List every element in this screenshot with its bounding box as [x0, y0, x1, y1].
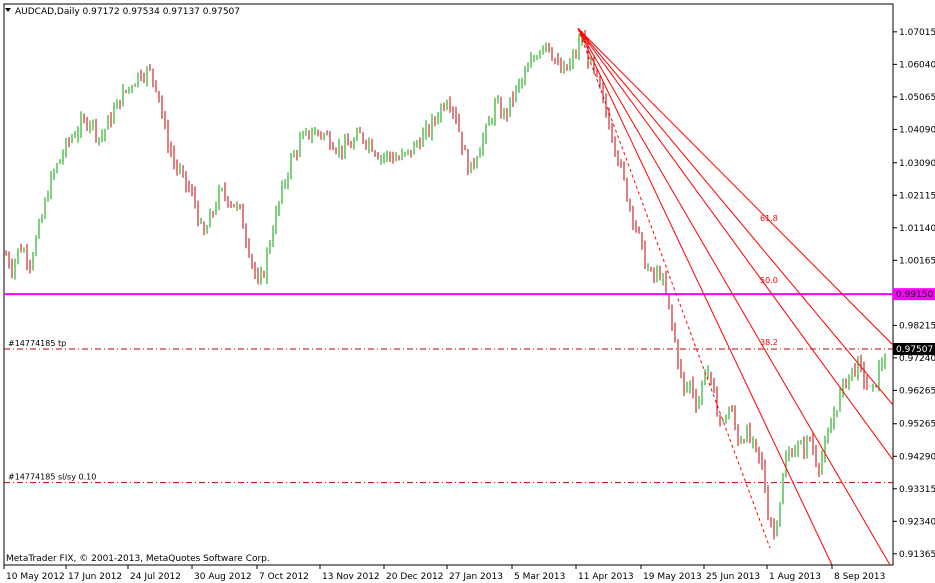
x-tick-label: 10 May 2012	[6, 572, 65, 582]
fan-line-3[interactable]	[577, 28, 894, 461]
stop-loss-label: #14774185 sl/sy 0.10	[8, 473, 96, 482]
x-tick-label: 1 Aug 2013	[769, 572, 821, 582]
y-tick-label: 1.00165	[899, 256, 935, 266]
y-tick-label: 0.94290	[899, 452, 935, 462]
fib-level-label: 38.2	[760, 338, 778, 347]
x-tick-label: 27 Jan 2013	[449, 572, 503, 582]
x-tick-label: 7 Oct 2012	[259, 572, 309, 582]
fan-line-2[interactable]	[577, 28, 833, 566]
support-price-label: 0.99150	[896, 290, 933, 300]
y-tick-label: 1.05065	[899, 93, 935, 103]
x-tick-label: 24 Jul 2012	[130, 572, 181, 582]
y-tick-label: 0.97240	[899, 354, 935, 364]
y-tick-label: 0.91365	[899, 550, 935, 560]
x-tick-label: 30 Aug 2012	[194, 572, 252, 582]
y-tick-label: 1.04090	[899, 125, 935, 135]
current-price-label: 0.97507	[896, 345, 933, 355]
x-tick-label: 17 Jun 2012	[68, 572, 122, 582]
x-tick-label: 13 Nov 2012	[322, 572, 380, 582]
y-tick-label: 0.96265	[899, 386, 935, 396]
fan-baseline[interactable]	[577, 28, 771, 549]
y-tick-label: 1.06040	[899, 60, 935, 70]
fib-level-label: 50.0	[760, 276, 778, 285]
take-profit-label: #14774185 tp	[8, 339, 66, 348]
y-tick-label: 0.95265	[899, 420, 935, 430]
support-price-tag	[893, 288, 935, 301]
x-tick-label: 5 Mar 2013	[514, 572, 565, 582]
current-price-tag	[893, 342, 935, 355]
y-tick-label: 1.03090	[899, 159, 935, 169]
y-tick-label: 1.07015	[899, 28, 935, 38]
plot-frame	[3, 3, 894, 566]
x-tick-label: 19 May 2013	[643, 572, 702, 582]
x-tick-label: 25 Jun 2013	[706, 572, 760, 582]
fan-line-1[interactable]	[577, 28, 891, 566]
y-tick-label: 0.92340	[899, 517, 935, 527]
y-tick-label: 1.02115	[899, 191, 935, 201]
fan-line-5[interactable]	[577, 27, 894, 346]
y-tick-label: 0.98215	[899, 321, 935, 331]
x-tick-label: 20 Dec 2012	[386, 572, 444, 582]
y-tick-label: 1.01140	[899, 224, 935, 234]
fan-line-4[interactable]	[577, 28, 894, 406]
y-tick-label: 0.93315	[899, 485, 935, 495]
fib-level-label: 61.8	[760, 214, 778, 223]
x-tick-label: 11 Apr 2013	[578, 572, 634, 582]
x-tick-label: 8 Sep 2013	[834, 572, 885, 582]
